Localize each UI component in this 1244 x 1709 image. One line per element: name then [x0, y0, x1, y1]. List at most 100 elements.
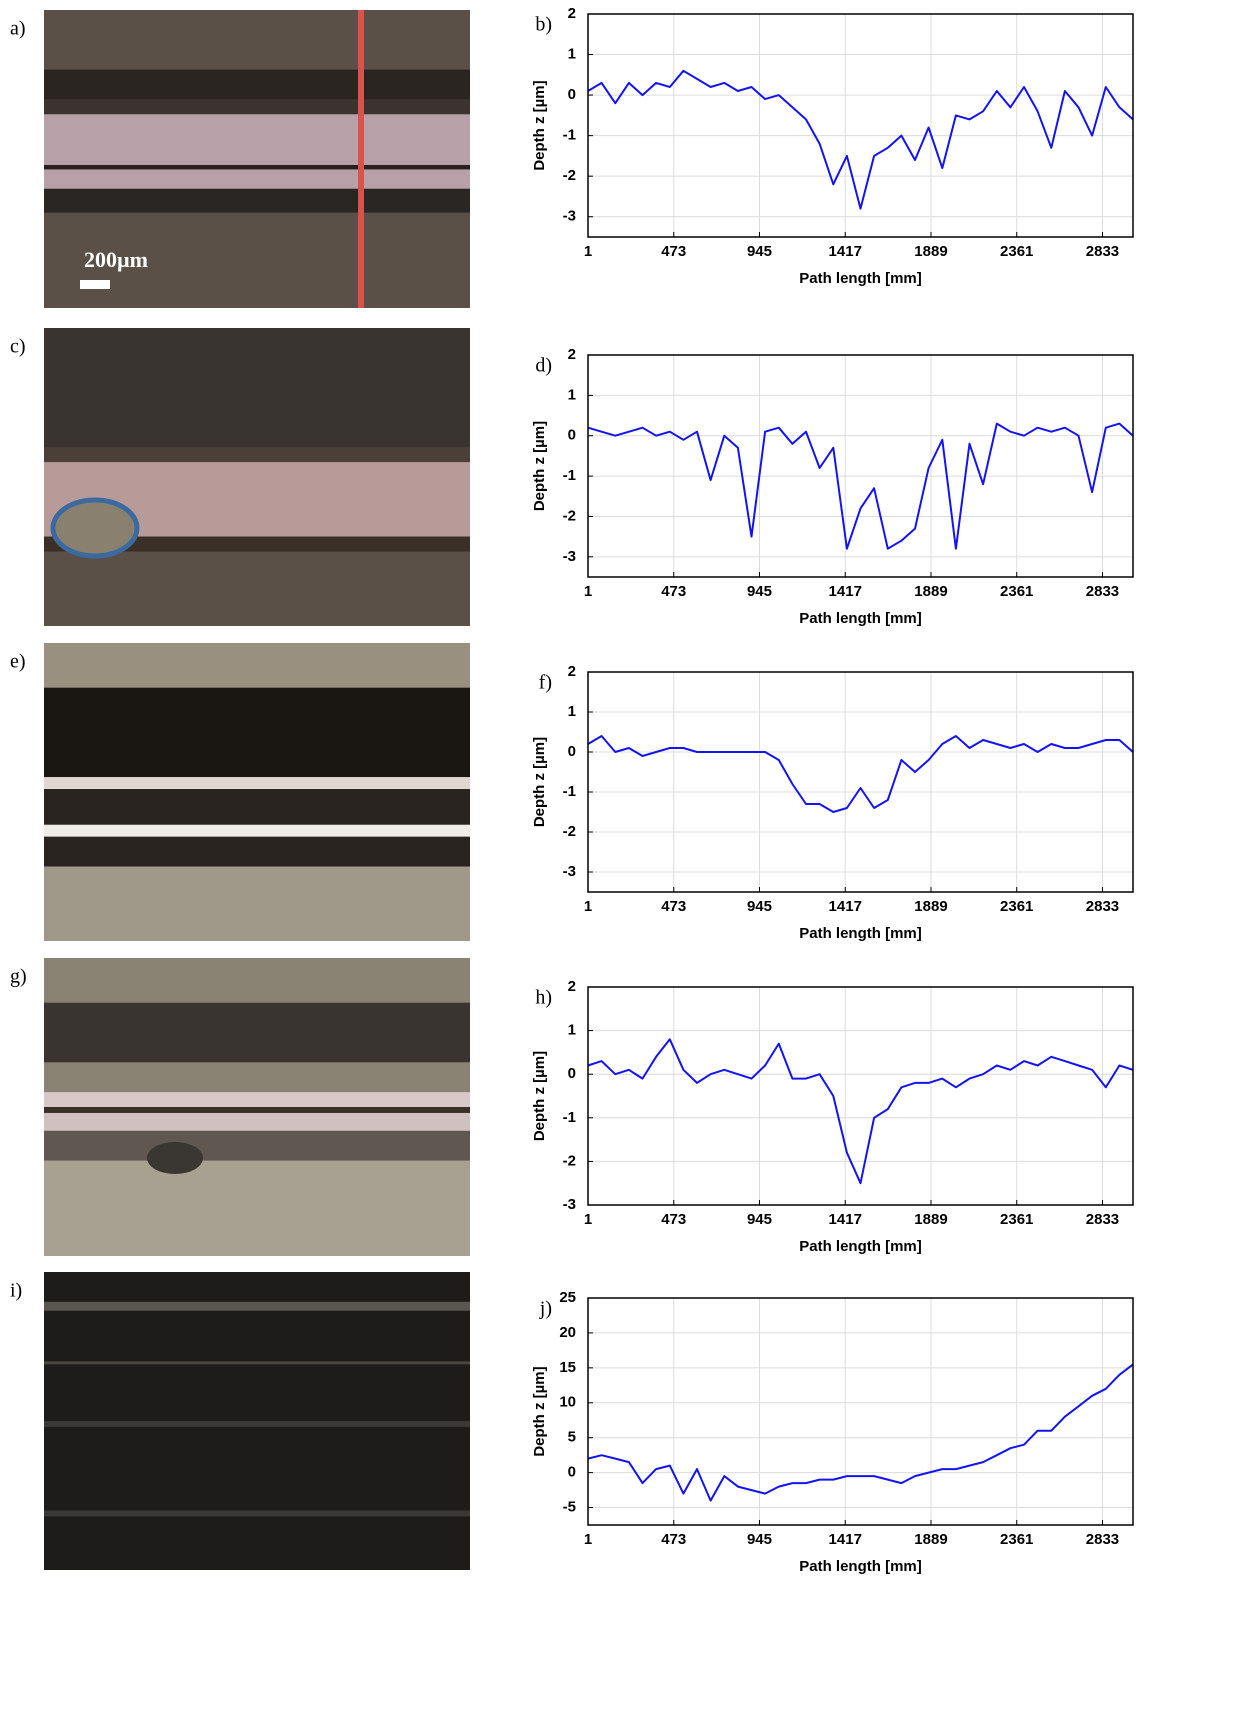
x-tick-label: 1417: [829, 243, 862, 260]
micrograph-band: [44, 1160, 470, 1256]
x-tick-label: 473: [661, 1211, 686, 1228]
y-tick-label: 2: [568, 346, 576, 363]
x-tick-label: 945: [747, 583, 772, 600]
x-tick-label: 1417: [829, 1531, 862, 1548]
x-axis-label: Path length [mm]: [799, 925, 922, 942]
micrograph-band: [44, 164, 470, 170]
x-tick-label: 473: [661, 583, 686, 600]
x-tick-label: 2361: [1000, 243, 1033, 260]
panel-label: i): [10, 1280, 22, 1302]
micrograph-band: [44, 1112, 470, 1131]
x-tick-label: 2833: [1086, 898, 1119, 915]
panel-label: h): [535, 987, 552, 1009]
y-tick-label: -2: [563, 823, 576, 840]
y-tick-label: 0: [568, 743, 576, 760]
x-tick-label: 2833: [1086, 1531, 1119, 1548]
x-tick-label: 1: [584, 1211, 592, 1228]
y-tick-label: -2: [563, 1152, 576, 1169]
panel-label: g): [10, 966, 27, 988]
y-axis-label: Depth z [µm]: [531, 1051, 548, 1141]
data-line: [587, 422, 1134, 550]
y-tick-label: -3: [563, 548, 576, 565]
panel-label: c): [10, 336, 26, 358]
x-tick-label: 2361: [1000, 1211, 1033, 1228]
y-tick-label: 0: [568, 1464, 576, 1481]
panel-label: f): [539, 672, 552, 694]
y-tick-label: -3: [563, 1196, 576, 1213]
plot-area: [588, 672, 1133, 892]
data-line: [587, 735, 1134, 813]
x-axis-label: Path length [mm]: [799, 1558, 922, 1575]
plot-area: [588, 987, 1133, 1205]
micrograph-band: [44, 1301, 470, 1311]
y-tick-label: -1: [563, 467, 576, 484]
x-tick-label: 945: [747, 1531, 772, 1548]
x-tick-label: 2833: [1086, 583, 1119, 600]
x-tick-label: 1417: [829, 898, 862, 915]
plot-frame: [587, 354, 1134, 578]
x-tick-label: 1: [584, 243, 592, 260]
x-tick-label: 473: [661, 243, 686, 260]
y-tick-label: -5: [563, 1499, 576, 1516]
scale-label: 200µm: [84, 247, 148, 272]
section-line: [358, 10, 364, 308]
micrograph-band: [44, 643, 470, 688]
micrograph-band: [44, 836, 470, 867]
y-axis-label: Depth z [µm]: [531, 80, 548, 170]
y-tick-label: 10: [559, 1394, 576, 1411]
panel-label: a): [10, 18, 26, 40]
y-tick-label: 0: [568, 86, 576, 103]
y-tick-label: -1: [563, 127, 576, 144]
x-tick-label: 2361: [1000, 583, 1033, 600]
x-tick-label: 945: [747, 1211, 772, 1228]
y-tick-label: -1: [563, 1109, 576, 1126]
x-tick-label: 473: [661, 1531, 686, 1548]
micrograph-band: [44, 114, 470, 189]
plot-area: [588, 1298, 1133, 1525]
data-line: [587, 1038, 1134, 1185]
x-tick-label: 1889: [914, 1211, 947, 1228]
x-axis-label: Path length [mm]: [799, 270, 922, 287]
y-tick-label: 0: [568, 1065, 576, 1082]
micrograph-band: [44, 1130, 470, 1161]
micrograph-band: [44, 1510, 470, 1517]
micrograph-band: [44, 824, 470, 837]
y-axis-label: Depth z [µm]: [531, 737, 548, 827]
panel-label: j): [539, 1298, 552, 1320]
x-tick-label: 1417: [829, 1211, 862, 1228]
micrograph-band: [44, 328, 470, 448]
x-tick-label: 1889: [914, 898, 947, 915]
micrograph-band: [44, 866, 470, 941]
x-axis-label: Path length [mm]: [799, 610, 922, 627]
y-tick-label: 25: [559, 1289, 576, 1306]
x-tick-label: 945: [747, 243, 772, 260]
panel-label: d): [535, 355, 552, 377]
y-tick-label: 2: [568, 5, 576, 22]
panel-label: e): [10, 651, 26, 673]
y-tick-label: 20: [559, 1324, 576, 1341]
micrograph-band: [44, 551, 470, 626]
plot-frame: [587, 986, 1134, 1206]
micrograph-band: [44, 1421, 470, 1427]
y-tick-label: 1: [568, 386, 576, 403]
y-tick-label: 5: [568, 1429, 576, 1446]
micrograph-band: [44, 99, 470, 115]
particle: [50, 497, 140, 559]
x-tick-label: 2361: [1000, 898, 1033, 915]
x-tick-label: 945: [747, 898, 772, 915]
x-tick-label: 1889: [914, 1531, 947, 1548]
micrograph-band: [44, 1002, 470, 1063]
plot-frame: [587, 671, 1134, 893]
y-tick-label: -3: [563, 208, 576, 225]
panel-label: b): [535, 14, 552, 36]
particle: [147, 1142, 203, 1174]
micrograph-band: [44, 1361, 470, 1365]
x-tick-label: 1889: [914, 583, 947, 600]
y-axis-label: Depth z [µm]: [531, 1366, 548, 1456]
x-axis-label: Path length [mm]: [799, 1238, 922, 1255]
x-tick-label: 2833: [1086, 243, 1119, 260]
y-tick-label: 2: [568, 663, 576, 680]
data-line: [587, 69, 1134, 210]
micrograph-band: [44, 69, 470, 100]
y-tick-label: -2: [563, 507, 576, 524]
